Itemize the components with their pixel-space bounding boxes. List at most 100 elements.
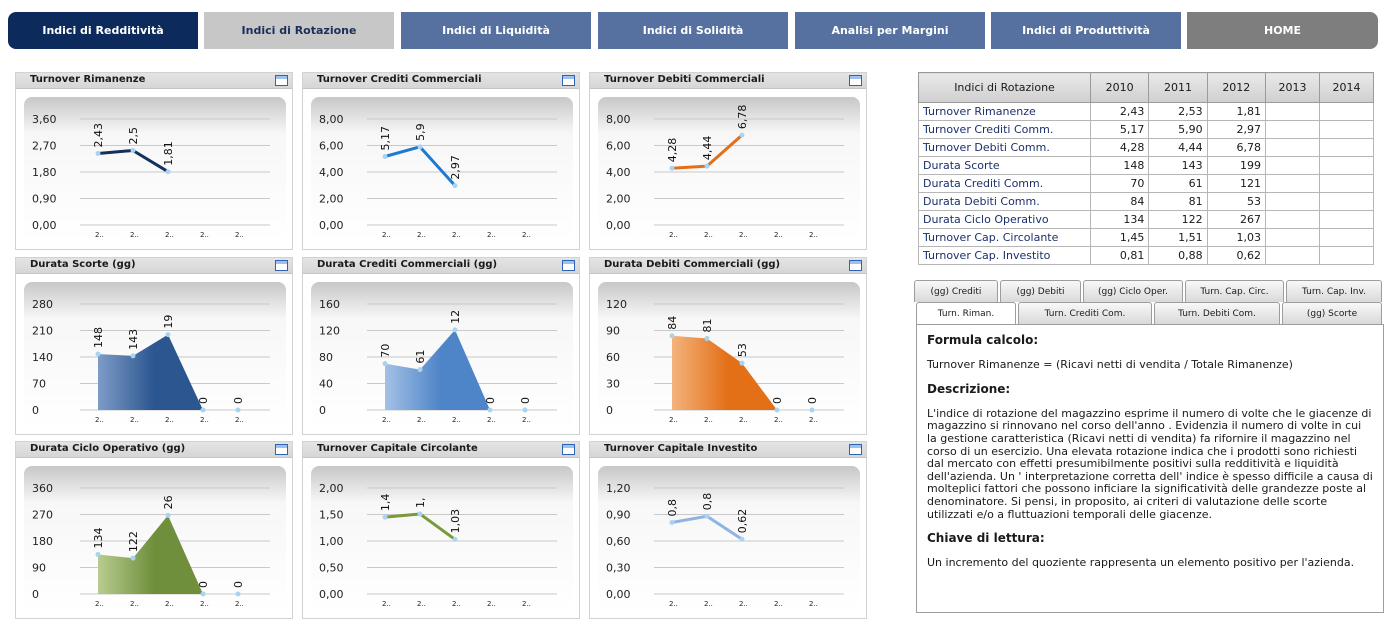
y-tick-label: 0,00 bbox=[319, 219, 344, 232]
tab-turn-riman[interactable]: Turn. Riman. bbox=[916, 302, 1016, 324]
window-icon[interactable] bbox=[275, 260, 288, 271]
x-tick-label: 2.. bbox=[165, 600, 174, 608]
panel-title: Turnover Capitale Investito bbox=[604, 443, 758, 454]
data-label: 4,44 bbox=[701, 136, 714, 161]
data-label: 12 bbox=[449, 310, 462, 324]
tab-turn-cap-inv[interactable]: Turn. Cap. Inv. bbox=[1286, 280, 1382, 302]
table-cell bbox=[1318, 102, 1375, 121]
panel-title: Turnover Capitale Circolante bbox=[317, 443, 478, 454]
data-point bbox=[235, 407, 241, 413]
data-label: 2,97 bbox=[449, 155, 462, 180]
data-label: 26 bbox=[162, 495, 175, 509]
chart-svg: 120 90 60 30 0 2.. 2.. 2.. 2.. 2.. 84 81 53 0 0 bbox=[598, 282, 860, 428]
window-icon[interactable] bbox=[849, 75, 862, 86]
data-label: 1,4 bbox=[379, 494, 392, 512]
tab-turn-debiti-com[interactable]: Turn. Debiti Com. bbox=[1154, 302, 1280, 324]
data-label: 2,5 bbox=[127, 127, 140, 145]
row-label: Durata Ciclo Operativo bbox=[918, 210, 1091, 229]
chart-area: 2,00 1,50 1,00 0,50 0,00 2.. 2.. 2.. 2.. 2.. 1,4 1,… bbox=[307, 464, 577, 614]
nav-indici-solidita[interactable]: Indici di Solidità bbox=[598, 12, 788, 49]
nav-home[interactable]: HOME bbox=[1187, 12, 1378, 49]
panel-title: Turnover Crediti Commerciali bbox=[317, 74, 482, 85]
description-text: L'indice di rotazione del magazzino espr… bbox=[927, 406, 1373, 521]
nav-analisi-margini[interactable]: Analisi per Margini bbox=[795, 12, 985, 49]
formula-text: Turnover Rimanenze = (Ricavi netti di ve… bbox=[927, 358, 1293, 371]
window-icon[interactable] bbox=[849, 444, 862, 455]
x-tick-label: 2.. bbox=[452, 231, 461, 239]
data-point bbox=[95, 552, 101, 558]
indici-rotazione-table: Indici di Rotazione 2010 2011 2012 2013 … bbox=[918, 72, 1375, 265]
table-cell bbox=[1264, 246, 1320, 265]
x-tick-label: 2.. bbox=[669, 416, 678, 424]
tab-gg-debiti[interactable]: (gg) Debiti bbox=[1000, 280, 1081, 302]
data-point bbox=[417, 511, 423, 517]
x-tick-label: 2.. bbox=[809, 231, 818, 239]
nav-indici-liquidita[interactable]: Indici di Liquidità bbox=[401, 12, 591, 49]
x-tick-label: 2.. bbox=[200, 416, 209, 424]
y-tick-label: 0 bbox=[606, 404, 613, 417]
table-header: 2012 bbox=[1206, 72, 1266, 103]
data-point bbox=[95, 150, 101, 156]
x-tick-label: 2.. bbox=[382, 231, 391, 239]
table-cell bbox=[1264, 174, 1320, 193]
data-label: 0 bbox=[806, 397, 819, 404]
window-icon[interactable] bbox=[849, 260, 862, 271]
tab-gg-crediti[interactable]: (gg) Crediti bbox=[914, 280, 998, 302]
window-icon[interactable] bbox=[275, 444, 288, 455]
data-point bbox=[704, 335, 710, 341]
nav-indici-rotazione[interactable]: Indici di Rotazione bbox=[204, 12, 394, 49]
tab-turn-cap-circ[interactable]: Turn. Cap. Circ. bbox=[1185, 280, 1284, 302]
nav-indici-produttivita[interactable]: Indici di Produttività bbox=[991, 12, 1181, 49]
y-tick-label: 0,90 bbox=[32, 193, 57, 206]
tab-turn-crediti-com[interactable]: Turn. Crediti Com. bbox=[1018, 302, 1152, 324]
y-tick-label: 1,50 bbox=[319, 509, 344, 522]
y-tick-label: 8,00 bbox=[319, 113, 344, 126]
chart-svg: 3,60 2,70 1,80 0,90 0,00 2.. 2.. 2.. 2.. 2.. 2,43 2… bbox=[24, 97, 286, 243]
data-point bbox=[809, 407, 815, 413]
window-icon[interactable] bbox=[562, 444, 575, 455]
data-label: 0 bbox=[232, 581, 245, 588]
row-label: Durata Crediti Comm. bbox=[918, 174, 1091, 193]
y-tick-label: 120 bbox=[319, 325, 340, 338]
chart-area: 360 270 180 90 0 2.. 2.. 2.. 2.. 2.. 134 122 26 0 0 bbox=[20, 464, 290, 614]
table-cell bbox=[1264, 102, 1320, 121]
table-cell: 81 bbox=[1148, 192, 1208, 211]
panel-header: Turnover Capitale Circolante bbox=[303, 442, 579, 458]
data-point bbox=[669, 519, 675, 525]
key-text: Un incremento del quoziente rappresenta … bbox=[927, 556, 1355, 570]
table-cell bbox=[1264, 228, 1320, 247]
y-tick-label: 160 bbox=[319, 298, 340, 311]
data-label: 143 bbox=[127, 329, 140, 350]
x-tick-label: 2.. bbox=[382, 416, 391, 424]
table-cell: 122 bbox=[1148, 210, 1208, 229]
y-tick-label: 1,80 bbox=[32, 166, 57, 179]
data-point bbox=[382, 361, 388, 367]
x-tick-label: 2.. bbox=[669, 600, 678, 608]
x-tick-label: 2.. bbox=[452, 416, 461, 424]
window-icon[interactable] bbox=[562, 75, 575, 86]
table-header-row: Indici di Rotazione 2010 2011 2012 2013 … bbox=[918, 72, 1375, 103]
data-point bbox=[235, 591, 241, 597]
area-series bbox=[98, 334, 238, 410]
area-series bbox=[385, 329, 525, 410]
data-point bbox=[487, 407, 493, 413]
table-cell: 2,97 bbox=[1206, 120, 1266, 139]
chart-panel-turnover-capitale-circolante: Turnover Capitale Circolante 2,00 1,50 1,0… bbox=[302, 441, 580, 619]
chart-panel-turnover-crediti: Turnover Crediti Commerciali 8,00 6,00 4,0… bbox=[302, 72, 580, 250]
data-point bbox=[774, 407, 780, 413]
x-tick-label: 2.. bbox=[809, 600, 818, 608]
tab-gg-ciclo-oper[interactable]: (gg) Ciclo Oper. bbox=[1083, 280, 1183, 302]
window-icon[interactable] bbox=[562, 260, 575, 271]
panel-header: Durata Debiti Commerciali (gg) bbox=[590, 258, 866, 274]
table-cell bbox=[1264, 138, 1320, 157]
window-icon[interactable] bbox=[275, 75, 288, 86]
x-tick-label: 2.. bbox=[739, 600, 748, 608]
y-tick-label: 30 bbox=[606, 378, 620, 391]
table-header: Indici di Rotazione bbox=[918, 72, 1091, 103]
x-tick-label: 2.. bbox=[704, 231, 713, 239]
tab-gg-scorte[interactable]: (gg) Scorte bbox=[1282, 302, 1382, 324]
row-label: Turnover Cap. Circolante bbox=[918, 228, 1091, 247]
x-tick-label: 2.. bbox=[522, 600, 531, 608]
nav-indici-redditivita[interactable]: Indici di Redditività bbox=[8, 12, 198, 49]
row-label: Turnover Cap. Investito bbox=[918, 246, 1091, 265]
